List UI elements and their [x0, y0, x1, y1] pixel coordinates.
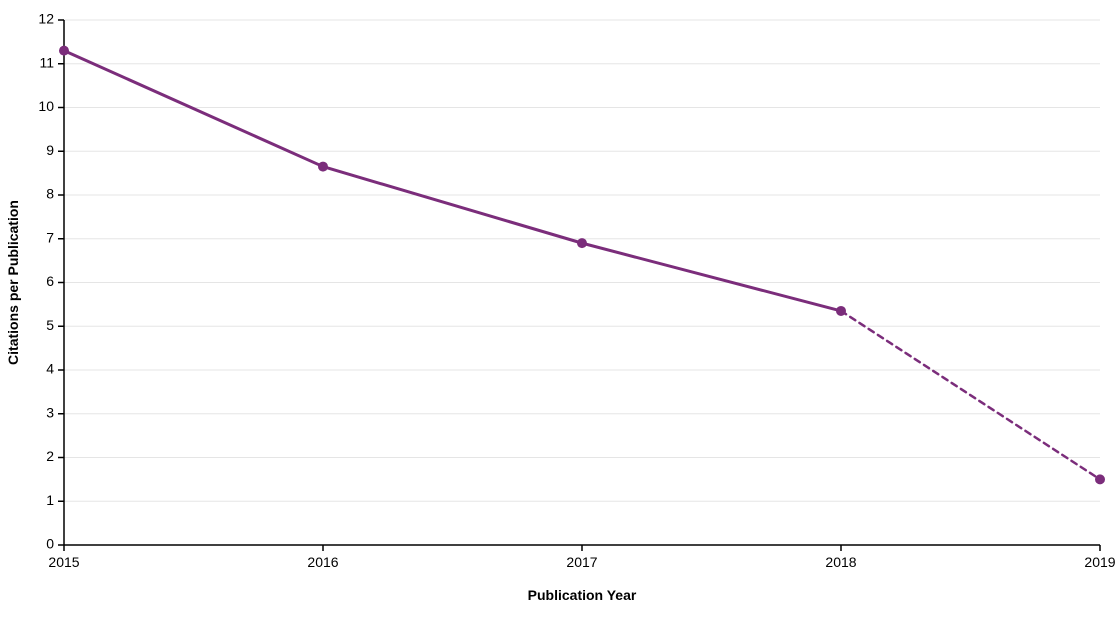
svg-text:11: 11 — [39, 54, 54, 70]
svg-text:2019: 2019 — [1084, 554, 1115, 570]
svg-text:3: 3 — [46, 404, 54, 420]
svg-text:Citations per Publication: Citations per Publication — [5, 200, 21, 365]
svg-text:2018: 2018 — [825, 554, 856, 570]
svg-text:9: 9 — [46, 142, 54, 158]
svg-text:2: 2 — [46, 448, 54, 464]
svg-text:10: 10 — [38, 98, 54, 114]
svg-text:2017: 2017 — [566, 554, 597, 570]
svg-text:8: 8 — [46, 186, 54, 202]
svg-text:1: 1 — [46, 492, 54, 508]
svg-text:6: 6 — [46, 273, 54, 289]
svg-text:2016: 2016 — [307, 554, 338, 570]
svg-text:5: 5 — [46, 317, 54, 333]
svg-text:4: 4 — [46, 361, 54, 377]
chart-svg: 012345678910111220152016201720182019Publ… — [0, 0, 1118, 624]
svg-text:7: 7 — [46, 229, 54, 245]
svg-text:2015: 2015 — [48, 554, 79, 570]
svg-text:Publication Year: Publication Year — [528, 587, 637, 603]
citations-chart: 012345678910111220152016201720182019Publ… — [0, 0, 1118, 624]
svg-text:12: 12 — [38, 11, 54, 27]
svg-text:0: 0 — [46, 536, 54, 552]
